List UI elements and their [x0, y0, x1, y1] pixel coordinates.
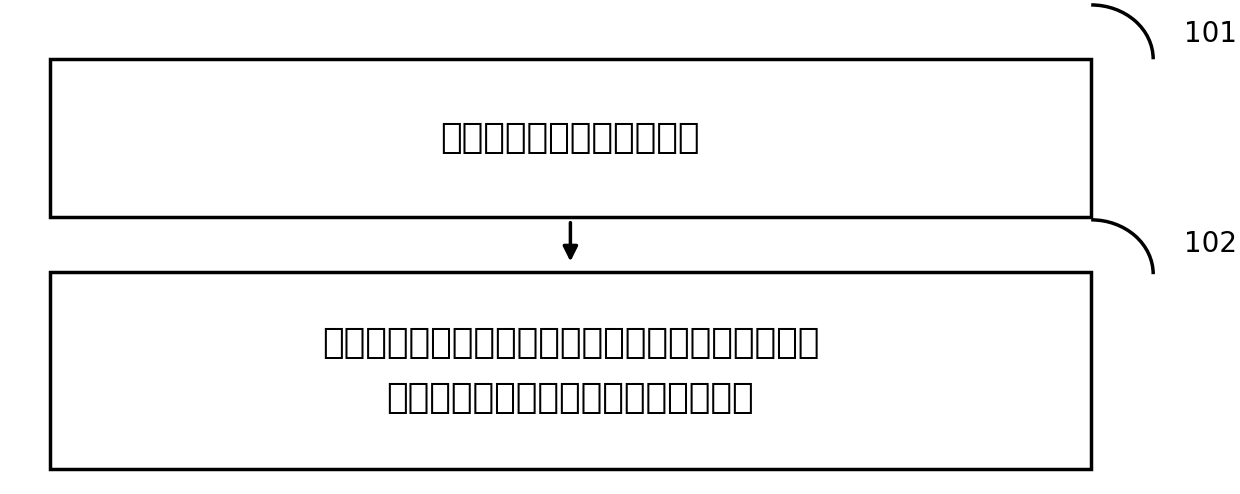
Text: 102: 102 [1184, 230, 1238, 258]
Bar [50, 59, 1091, 217]
Bar [50, 272, 1091, 469]
Text: 根据压力值调整煅烧炉的出口闸板开度量，以将所述
煅烧炉内的负压值调整至预设负压阈值: 根据压力值调整煅烧炉的出口闸板开度量，以将所述 煅烧炉内的负压值调整至预设负压阈… [321, 326, 820, 415]
Text: 101: 101 [1184, 20, 1238, 48]
Text: 采集煅烧炉出口处的压力值: 采集煅烧炉出口处的压力值 [440, 122, 701, 155]
